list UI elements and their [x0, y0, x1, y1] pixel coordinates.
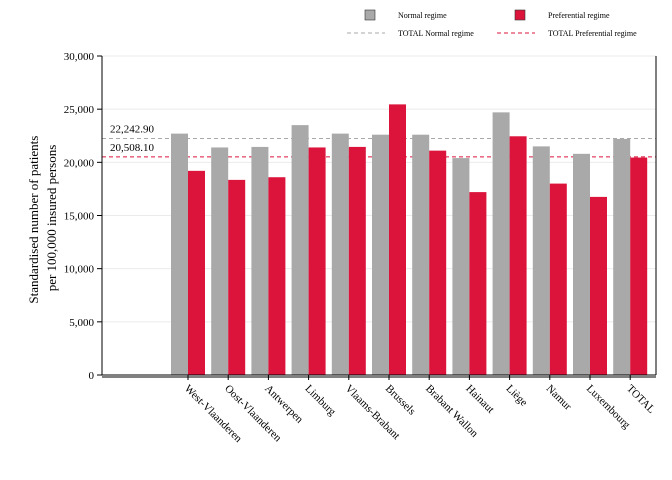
legend-label-total-normal: TOTAL Normal regime: [398, 29, 474, 38]
bar-normal: [171, 133, 188, 375]
bar-preferential: [228, 179, 246, 375]
bar-normal: [573, 153, 590, 375]
bar-preferential: [429, 150, 447, 375]
bar-normal: [532, 146, 550, 375]
bar-preferential: [188, 170, 205, 375]
bar-normal: [613, 138, 631, 375]
x-tick-label: Liège: [503, 383, 529, 409]
x-tick-label: Hainaut: [463, 383, 496, 416]
bar-normal: [211, 147, 229, 375]
bar-normal: [331, 133, 349, 375]
bar-preferential: [308, 147, 326, 375]
x-tick-label: Limburg: [302, 383, 338, 419]
legend-swatch-preferential: [514, 9, 526, 21]
x-tick-label: Brussels: [383, 383, 418, 418]
y-tick-label: 5,000: [69, 317, 94, 329]
bar-normal: [372, 134, 389, 375]
x-tick-label: Namur: [544, 383, 574, 413]
y-tick-label: 15,000: [64, 211, 95, 223]
legend-swatch-normal: [364, 9, 376, 21]
bar-normal: [452, 158, 470, 375]
y-tick-label: 30,000: [64, 51, 95, 63]
y-tick-label: 0: [89, 370, 95, 382]
y-tick-labels: 0 5,000 10,000 15,000 20,000 25,000 30,000: [64, 51, 95, 382]
legend-label-total-preferential: TOTAL Preferential regime: [548, 29, 637, 38]
y-tick-label: 20,000: [64, 157, 95, 169]
bar-preferential: [590, 196, 607, 375]
bar-preferential: [630, 157, 648, 375]
reference-line-label: 22,242.90: [110, 123, 155, 135]
bar-preferential: [348, 146, 366, 375]
bars: [171, 104, 648, 376]
y-axis-label-line-1: Standardised number of patients: [26, 136, 41, 304]
bar-normal: [412, 134, 430, 375]
legend: Normal regime Preferential regime TOTAL No…: [347, 9, 637, 38]
x-tick-label: TOTAL: [624, 383, 657, 416]
bar-normal: [291, 125, 309, 375]
y-axis-label: Standardised number of patients per 100,…: [26, 132, 59, 303]
bar-preferential: [469, 192, 487, 375]
y-tick-label: 25,000: [64, 104, 95, 116]
y-axis-label-line-2: per 100,000 insured persons: [44, 145, 59, 292]
bar-preferential: [509, 136, 527, 375]
bar-preferential: [268, 177, 286, 375]
axes: [97, 55, 657, 380]
x-tick-labels: West-VlaanderenOost-VlaanderenAntwerpenL…: [182, 383, 658, 446]
legend-label-normal: Normal regime: [398, 11, 447, 20]
reference-line-label: 20,508.10: [110, 142, 155, 154]
bar-preferential: [389, 104, 406, 376]
y-tick-label: 10,000: [64, 264, 95, 276]
bar-normal: [251, 146, 269, 375]
legend-label-preferential: Preferential regime: [548, 11, 610, 20]
bar-preferential: [549, 183, 567, 375]
bar-normal: [492, 112, 510, 376]
